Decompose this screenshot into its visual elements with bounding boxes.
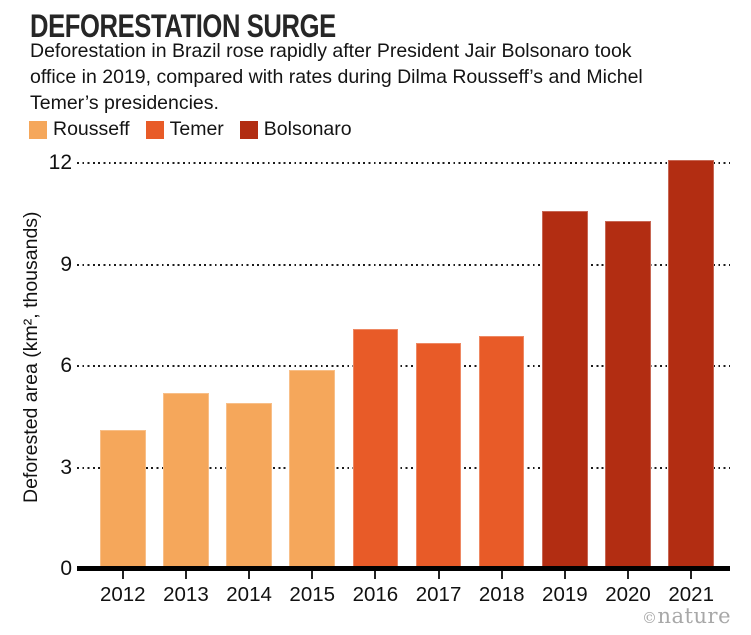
x-axis-cell-2019: 2019 — [542, 571, 588, 607]
bar-column-2021 — [668, 145, 714, 569]
bar-2014 — [226, 403, 272, 569]
bars-group — [100, 145, 714, 569]
bar-column-2019 — [542, 145, 588, 569]
x-axis-cell-2014: 2014 — [226, 571, 272, 607]
x-axis-cell-2015: 2015 — [289, 571, 335, 607]
x-tick-label-2015: 2015 — [289, 583, 336, 606]
bar-column-2014 — [226, 145, 272, 569]
bar-2018 — [478, 335, 525, 569]
x-tick-2012 — [121, 571, 124, 579]
x-axis-cell-2016: 2016 — [352, 571, 399, 607]
legend-item-temer: Temer — [145, 118, 224, 141]
bar-column-2020 — [605, 145, 651, 569]
bar-2013 — [163, 393, 209, 569]
y-tick-label-0: 0 — [60, 557, 72, 580]
y-tick-label-6: 6 — [60, 354, 72, 378]
bar-column-2018 — [478, 145, 525, 569]
bar-2015 — [289, 369, 335, 569]
bar-column-2015 — [289, 145, 335, 569]
x-axis: 2012 2013 2014 2015 2016 2017 2018 2019 2020 2021 — [100, 571, 714, 607]
x-tick-label-2012: 2012 — [99, 583, 146, 606]
bar-2016 — [352, 329, 399, 569]
bar-2020 — [605, 220, 651, 569]
x-axis-cell-2018: 2018 — [479, 571, 525, 607]
legend-item-rousseff: Rousseff — [29, 118, 130, 141]
subtitle-line-1: Deforestation in Brazil rose rapidly aft… — [30, 40, 632, 62]
x-tick-label-2018: 2018 — [478, 583, 525, 606]
x-tick-label-2021: 2021 — [668, 583, 714, 606]
x-tick-2016 — [374, 571, 377, 579]
x-tick-label-2017: 2017 — [415, 583, 462, 606]
subtitle: Deforestation in Brazil rose rapidly aft… — [30, 38, 643, 116]
x-tick-2013 — [184, 571, 187, 579]
x-tick-label-2020: 2020 — [605, 583, 651, 606]
gridline-3 — [77, 466, 730, 469]
bar-2021 — [668, 160, 714, 569]
bar-column-2017 — [415, 145, 462, 569]
x-tick-label-2013: 2013 — [163, 583, 209, 606]
gridline-6 — [77, 365, 730, 368]
bar-2017 — [415, 342, 462, 569]
temer-color-swatch — [145, 120, 164, 139]
y-tick-label-12: 12 — [48, 151, 72, 175]
bar-2019 — [542, 210, 588, 569]
bar-column-2013 — [163, 145, 209, 569]
legend-label-temer: Temer — [169, 118, 224, 140]
nature-credit: ©nature — [642, 604, 731, 628]
bar-column-2016 — [352, 145, 399, 569]
y-tick-label-9: 9 — [60, 252, 72, 276]
y-tick-label-3: 3 — [60, 455, 72, 479]
x-tick-2019 — [563, 571, 566, 579]
legend-label-bolsonaro: Bolsonaro — [263, 118, 352, 140]
rousseff-color-swatch — [29, 120, 47, 139]
x-axis-cell-2012: 2012 — [100, 571, 146, 607]
x-tick-2021 — [690, 571, 693, 579]
subtitle-line-3: Temer’s presidencies. — [30, 92, 219, 114]
x-axis-line — [77, 566, 730, 571]
x-tick-2017 — [437, 571, 440, 579]
x-tick-2018 — [500, 571, 503, 579]
x-axis-cell-2013: 2013 — [163, 571, 209, 607]
bar-column-2012 — [100, 145, 146, 569]
bar-2012 — [100, 430, 146, 569]
page-title: DEFORESTATION SURGE — [30, 8, 336, 44]
x-axis-cell-2021: 2021 — [668, 571, 714, 607]
x-tick-label-2019: 2019 — [542, 583, 588, 606]
gridline-12 — [77, 162, 730, 165]
x-tick-2014 — [248, 571, 251, 579]
credit-name: nature — [657, 604, 731, 628]
legend-label-rousseff: Rousseff — [53, 118, 130, 140]
plot-area: 0 3 6 9 12 — [0, 145, 751, 580]
subtitle-line-2: office in 2019, compared with rates duri… — [30, 66, 643, 88]
legend: Rousseff Temer Bolsonaro — [29, 118, 352, 141]
x-tick-label-2016: 2016 — [352, 583, 399, 606]
bolsonaro-color-swatch — [239, 120, 258, 139]
x-axis-cell-2017: 2017 — [415, 571, 462, 607]
x-axis-cell-2020: 2020 — [605, 571, 651, 607]
x-tick-2015 — [311, 571, 314, 579]
x-tick-2020 — [627, 571, 629, 579]
gridline-9 — [77, 263, 730, 266]
copyright-icon: © — [642, 609, 658, 627]
x-tick-label-2014: 2014 — [226, 583, 272, 606]
legend-item-bolsonaro: Bolsonaro — [239, 118, 352, 141]
